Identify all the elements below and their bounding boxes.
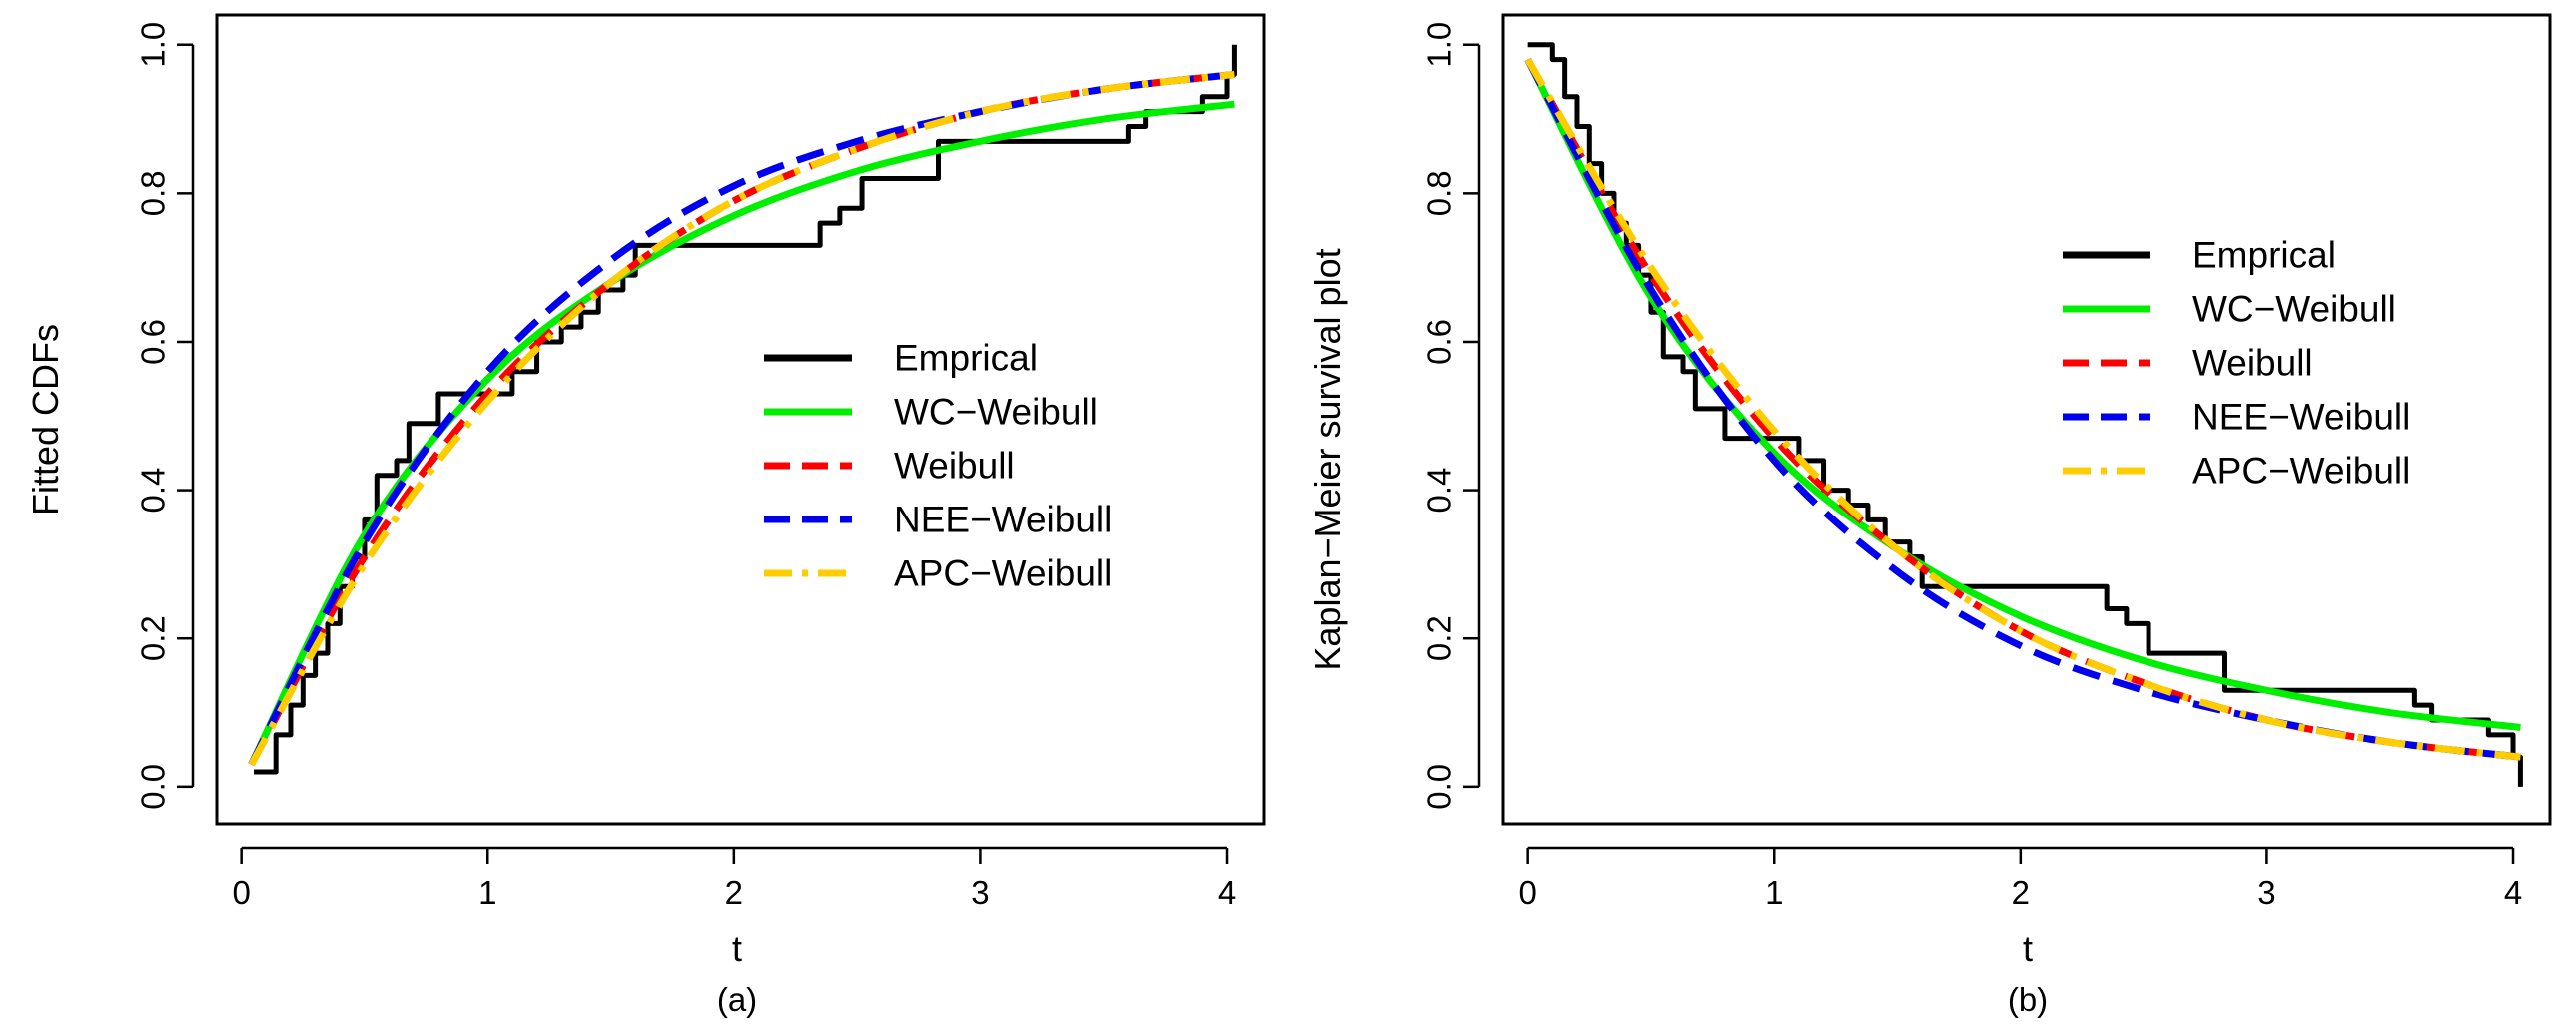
- x-tick-label: 4: [1218, 874, 1236, 911]
- y-tick-label: 0.2: [1421, 615, 1458, 661]
- legend-label: APC−Weibull: [2192, 451, 2410, 492]
- legend-label: Weibull: [894, 446, 1015, 487]
- series-line: [1524, 57, 2521, 731]
- series-line: [1524, 57, 2521, 761]
- series-layer-a: [248, 44, 1237, 775]
- x-tick-label: 2: [725, 874, 743, 911]
- y-axis-a: 0.0 0.2 0.4 0.6 0.8 1.0: [135, 22, 195, 810]
- legend-label: WC−Weibull: [894, 392, 1098, 433]
- x-tick-label: 3: [2257, 874, 2275, 911]
- x-tick-label: 2: [2012, 874, 2030, 911]
- y-axis-title-b: Kaplan−Meier survival plot: [1307, 248, 1348, 670]
- series-line: [248, 70, 1235, 767]
- x-axis-title-b: t: [2023, 928, 2033, 969]
- plot-frame-a: [215, 13, 1266, 826]
- y-tick-label: 0.0: [1421, 764, 1458, 810]
- y-tick-label: 0.8: [135, 170, 172, 216]
- legend-label: Weibull: [2192, 343, 2313, 384]
- legend-label: Emprical: [894, 338, 1038, 379]
- y-tick-label: 1.0: [135, 22, 172, 68]
- panel-caption-a: (a): [717, 981, 757, 1018]
- legend-label: NEE−Weibull: [2192, 397, 2410, 438]
- chart-a: 0 1 2 3 4 0.0 0.2 0.4 0.6 0.8 1.0 t (a) Fitted CD…: [25, 13, 1266, 1018]
- legend-label: WC−Weibull: [2192, 289, 2396, 330]
- y-axis-title-a: Fitted CDFs: [25, 324, 66, 516]
- x-tick-label: 3: [971, 874, 989, 911]
- x-axis-b: 0 1 2 3 4: [1518, 846, 2522, 911]
- y-tick-label: 0.8: [1421, 170, 1458, 216]
- y-tick-label: 1.0: [1421, 22, 1458, 68]
- y-tick-label: 0.6: [1421, 319, 1458, 365]
- y-tick-label: 0.0: [135, 764, 172, 810]
- legend-label: APC−Weibull: [894, 553, 1112, 594]
- chart-b: 0 1 2 3 4 0.0 0.2 0.4 0.6 0.8 1.0 t (b) Kaplan−Me…: [1307, 13, 2552, 1018]
- y-tick-label: 0.4: [135, 468, 172, 514]
- y-axis-b: 0.0 0.2 0.4 0.6 0.8 1.0: [1421, 22, 1481, 810]
- x-tick-label: 1: [478, 874, 496, 911]
- y-tick-label: 0.6: [135, 319, 172, 365]
- x-tick-label: 0: [1518, 874, 1536, 911]
- legend-label: NEE−Weibull: [894, 500, 1112, 540]
- x-tick-label: 1: [1765, 874, 1783, 911]
- x-axis-a: 0 1 2 3 4: [232, 846, 1236, 911]
- series-line: [248, 100, 1235, 767]
- plot-frame-b: [1501, 13, 2552, 826]
- x-tick-label: 4: [2504, 874, 2522, 911]
- series-layer-b: [1524, 42, 2523, 787]
- series-line: [248, 70, 1235, 767]
- x-tick-label: 0: [232, 874, 250, 911]
- y-tick-label: 0.2: [135, 615, 172, 661]
- legend-a: Emprical WC−Weibull Weibull NEE−Weibull APC−…: [764, 338, 1112, 594]
- x-axis-title-a: t: [732, 928, 742, 969]
- panel-caption-b: (b): [2008, 981, 2048, 1018]
- legend-label: Emprical: [2192, 235, 2336, 276]
- legend-b: Emprical WC−Weibull Weibull NEE−Weibull APC−…: [2063, 235, 2410, 492]
- y-tick-label: 0.4: [1421, 468, 1458, 514]
